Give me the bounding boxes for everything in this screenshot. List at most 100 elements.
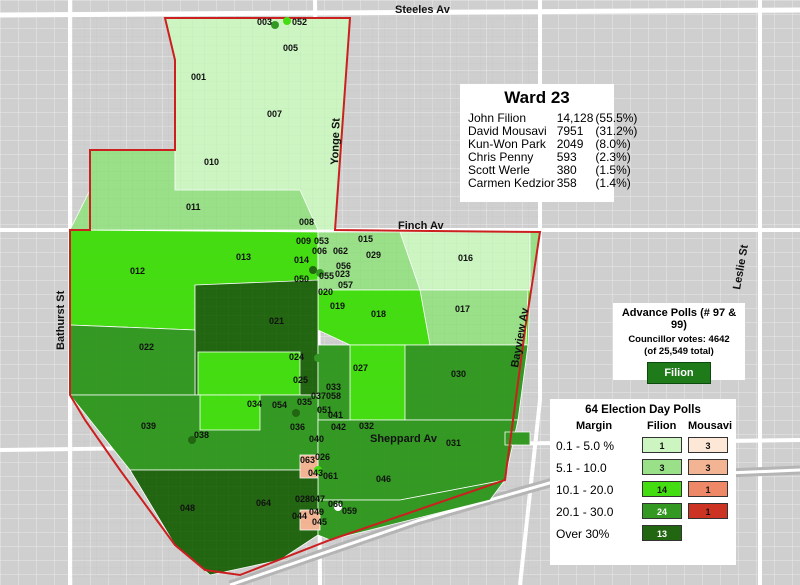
poll-label: 026 bbox=[315, 452, 330, 462]
poll-label: 029 bbox=[366, 250, 381, 260]
poll-dot bbox=[314, 466, 322, 474]
poll-label: 012 bbox=[130, 266, 145, 276]
poll-label: 001 bbox=[191, 72, 206, 82]
poll-label: 010 bbox=[204, 157, 219, 167]
poll-label: 059 bbox=[342, 506, 357, 516]
legend-filion-swatch: 14 bbox=[642, 481, 682, 497]
candidate-name: Carmen Kedzior bbox=[468, 176, 555, 190]
advance-polls-panel: Advance Polls (# 97 & 99) Councillor vot… bbox=[613, 303, 745, 384]
candidate-pct: (2.3%) bbox=[595, 150, 631, 164]
poll-label: 003 bbox=[257, 17, 272, 27]
poll-label: 018 bbox=[371, 309, 386, 319]
poll-label: 035 bbox=[297, 397, 312, 407]
poll-label: 044 bbox=[292, 511, 307, 521]
poll-dot bbox=[316, 269, 324, 277]
candidate-votes: 380 bbox=[556, 163, 577, 177]
ward-boundary bbox=[69, 17, 542, 577]
legend-range: Over 30% bbox=[556, 527, 610, 541]
road-label-finch: Finch Av bbox=[398, 220, 445, 232]
candidate-row: Carmen Kedzior 358 (1.4%) bbox=[468, 177, 639, 190]
poll-label: 033 bbox=[326, 382, 341, 392]
poll-label: 017 bbox=[455, 304, 470, 314]
legend-filion-swatch: 3 bbox=[642, 459, 682, 475]
legend-filion-swatch: 13 bbox=[642, 525, 682, 541]
advance-total: (of 25,549 total) bbox=[644, 346, 714, 357]
poll-label: 062 bbox=[333, 246, 348, 256]
candidate-name: Chris Penny bbox=[468, 150, 534, 164]
poll-label: 025 bbox=[293, 375, 308, 385]
legend-mousavi-swatch: 3 bbox=[688, 437, 728, 453]
poll-label: 006 bbox=[312, 246, 327, 256]
poll-label: 051 bbox=[317, 405, 332, 415]
candidate-votes: 593 bbox=[556, 150, 577, 164]
poll-label: 063 bbox=[300, 455, 315, 465]
poll-dot bbox=[292, 409, 300, 417]
poll-label: 036 bbox=[290, 422, 305, 432]
candidate-pct: (1.4%) bbox=[595, 176, 631, 190]
poll-label: 048 bbox=[180, 503, 195, 513]
legend-mousavi-swatch: 3 bbox=[688, 459, 728, 475]
legend-title: 64 Election Day Polls bbox=[585, 404, 701, 416]
candidate-name: Kun-Won Park bbox=[468, 137, 546, 151]
legend-margin-header: Margin bbox=[576, 420, 613, 432]
poll-label: 024 bbox=[289, 352, 304, 362]
poll-label: 056 bbox=[336, 261, 351, 271]
poll-label: 016 bbox=[458, 253, 473, 263]
advance-winner-badge: Filion bbox=[647, 362, 711, 384]
poll-label: 047 bbox=[310, 494, 325, 504]
candidate-pct: (1.5%) bbox=[595, 163, 631, 177]
candidate-votes: 14,128 bbox=[556, 111, 594, 125]
poll-label: 046 bbox=[376, 474, 391, 484]
poll-label: 005 bbox=[283, 43, 298, 53]
poll-label: 039 bbox=[141, 421, 156, 431]
candidate-row: Chris Penny 593 (2.3%) bbox=[468, 151, 639, 164]
legend-range: 5.1 - 10.0 bbox=[556, 461, 607, 475]
poll-label: 027 bbox=[353, 363, 368, 373]
poll-label: 049 bbox=[309, 507, 324, 517]
poll-label: 045 bbox=[312, 517, 327, 527]
candidate-row: Kun-Won Park 2049 (8.0%) bbox=[468, 138, 639, 151]
poll-label: 028 bbox=[295, 494, 310, 504]
legend-range: 0.1 - 5.0 % bbox=[556, 439, 615, 453]
poll-dot bbox=[319, 508, 327, 516]
legend-filion-header: Filion bbox=[647, 420, 677, 432]
poll-label: 030 bbox=[451, 369, 466, 379]
poll-label: 057 bbox=[338, 280, 353, 290]
road-label-sheppard: Sheppard Av bbox=[370, 433, 438, 445]
legend-range: 10.1 - 20.0 bbox=[556, 483, 614, 497]
poll-label: 054 bbox=[272, 400, 287, 410]
poll-label: 060 bbox=[328, 499, 343, 509]
poll-label: 061 bbox=[323, 471, 338, 481]
poll-dot bbox=[334, 503, 342, 511]
candidate-pct: (8.0%) bbox=[595, 137, 631, 151]
candidate-votes: 2049 bbox=[556, 137, 584, 151]
legend-filion-swatch: 24 bbox=[642, 503, 682, 519]
advance-votes: Councillor votes: 4642 bbox=[628, 334, 730, 345]
results-table: John Filion 14,128 (55.5%) David Mousavi 795… bbox=[468, 112, 639, 190]
candidate-pct: (55.5%) bbox=[595, 111, 638, 125]
poll-dot bbox=[283, 17, 291, 25]
poll-label: 031 bbox=[446, 438, 461, 448]
legend-rows: 0.1 - 5.0 % 1 3 5.1 - 10.0 3 3 10.1 - 20.0 14 1 2… bbox=[556, 436, 730, 546]
poll-label: 022 bbox=[139, 342, 154, 352]
candidate-row: David Mousavi 7951 (31.2%) bbox=[468, 125, 639, 138]
poll-label: 020 bbox=[318, 287, 333, 297]
poll-label: 050 bbox=[294, 274, 309, 284]
poll-label: 032 bbox=[359, 421, 374, 431]
legend-mousavi-swatch: 1 bbox=[688, 503, 728, 519]
poll-label: 052 bbox=[292, 17, 307, 27]
poll-label: 019 bbox=[330, 301, 345, 311]
legend-row: 20.1 - 30.0 24 1 bbox=[556, 502, 730, 524]
poll-label: 023 bbox=[335, 269, 350, 279]
poll-label: 013 bbox=[236, 252, 251, 262]
poll-label: 014 bbox=[294, 255, 309, 265]
poll-label: 038 bbox=[194, 430, 209, 440]
ward-title: Ward 23 bbox=[504, 88, 570, 107]
poll-label: 040 bbox=[309, 434, 324, 444]
poll-label: 015 bbox=[358, 234, 373, 244]
poll-dot bbox=[314, 354, 322, 362]
legend-panel: 64 Election Day Polls Margin Filion Mous… bbox=[550, 399, 736, 565]
poll-label: 042 bbox=[331, 422, 346, 432]
poll-label: 011 bbox=[186, 202, 201, 212]
